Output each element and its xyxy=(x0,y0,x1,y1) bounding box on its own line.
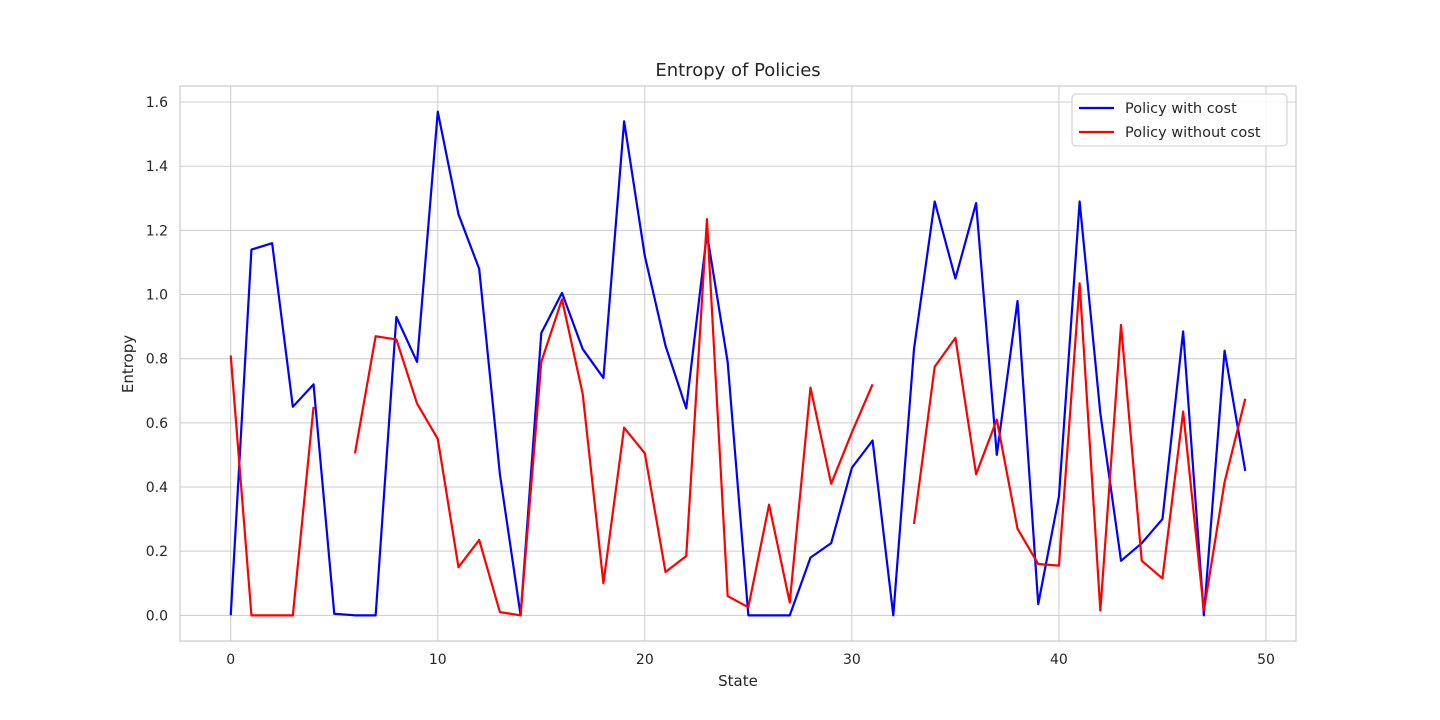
y-axis-label: Entropy xyxy=(119,335,137,393)
x-tick-label: 0 xyxy=(226,652,235,668)
x-axis-label: State xyxy=(718,672,758,690)
x-tick-label: 20 xyxy=(636,652,654,668)
grid-lines xyxy=(180,86,1296,641)
y-tick-label: 1.6 xyxy=(146,95,168,111)
y-tick-labels: 0.0 0.2 0.4 0.6 0.8 1.0 1.2 1.4 1.6 xyxy=(146,95,168,624)
y-tick-label: 0.0 xyxy=(146,608,168,624)
series-line-policy-without-cost xyxy=(229,218,1247,617)
legend: Policy with cost Policy without cost xyxy=(1071,93,1288,147)
x-tick-label: 40 xyxy=(1050,652,1068,668)
y-tick-label: 1.2 xyxy=(146,223,168,239)
y-tick-label: 1.0 xyxy=(146,288,168,304)
plot-frame xyxy=(179,85,1297,642)
y-tick-label: 1.4 xyxy=(146,159,168,175)
chart-title: Entropy of Policies xyxy=(655,60,820,81)
x-tick-label: 10 xyxy=(429,652,447,668)
x-tick-labels: 0 10 20 30 40 50 xyxy=(226,652,1275,668)
y-tick-label: 0.8 xyxy=(146,352,168,368)
series-line-policy-with-cost xyxy=(229,110,1247,617)
y-tick-label: 0.4 xyxy=(146,480,168,496)
y-tick-label: 0.2 xyxy=(146,544,168,560)
series-lines xyxy=(229,110,1247,617)
legend-box xyxy=(1071,93,1288,147)
legend-label-policy-without-cost: Policy without cost xyxy=(1125,125,1261,141)
y-tick-label: 0.6 xyxy=(146,416,168,432)
legend-label-policy-with-cost: Policy with cost xyxy=(1125,101,1237,117)
x-tick-label: 50 xyxy=(1257,652,1275,668)
x-tick-label: 30 xyxy=(843,652,861,668)
